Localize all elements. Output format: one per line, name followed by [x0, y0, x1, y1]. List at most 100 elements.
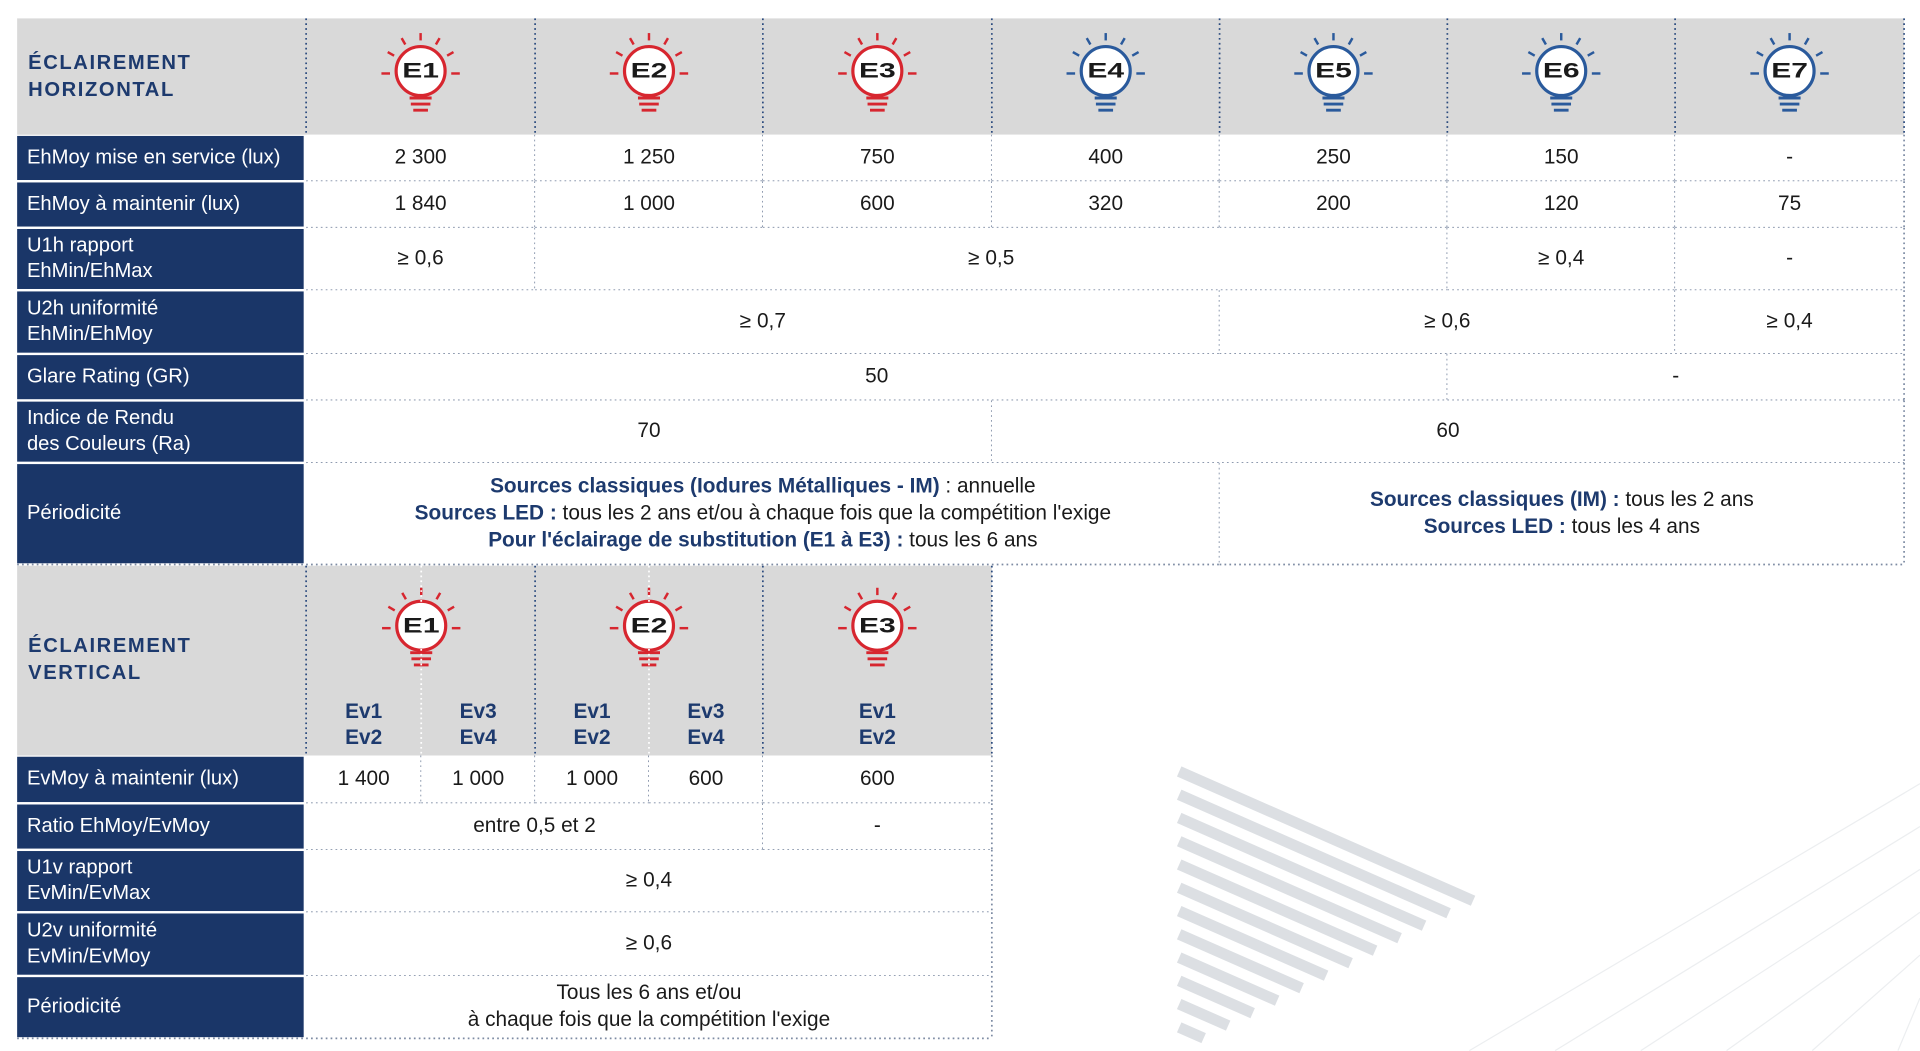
cell-bg — [306, 400, 992, 463]
lamp-ray — [447, 605, 455, 612]
grid-deco — [1726, 911, 1920, 1051]
lamp-ray — [628, 592, 635, 600]
sub-header: Ev3 — [687, 700, 724, 723]
stripe — [1176, 766, 1476, 906]
sub-header: Ev1 — [345, 700, 382, 723]
cell-bg — [306, 975, 992, 1039]
lamp-glass — [1535, 44, 1588, 98]
cell-bg — [306, 462, 1220, 565]
row-label: EhMoy mise en service (lux) — [27, 146, 281, 168]
lamp-ray — [663, 592, 670, 600]
cell-value: 120 — [1544, 192, 1579, 215]
lamp-ray — [387, 605, 396, 612]
cell-value: 2 300 — [395, 145, 447, 168]
lamp-glass — [851, 599, 904, 652]
lamp-base — [866, 96, 889, 112]
cell-bold: Sources classiques (Iodures Métalliques … — [490, 474, 940, 497]
lamp-base — [1550, 96, 1573, 112]
cell-bg — [991, 181, 1220, 228]
cell-value: ≥ 0,4 — [1767, 310, 1813, 333]
cell-bg — [306, 849, 992, 913]
cell-value: 75 — [1778, 192, 1801, 215]
lamp-ray — [1803, 37, 1810, 46]
cell-bg — [306, 181, 536, 228]
cell-bg — [648, 755, 763, 804]
cell-value: Sources LED : tous les 2 ans et/ou à cha… — [415, 501, 1111, 524]
lamp-label: E2 — [631, 60, 668, 83]
cell-bg — [1219, 290, 1676, 354]
header-bg — [17, 565, 992, 756]
cell-value: 1 840 — [395, 192, 447, 215]
lamp-ray — [1587, 50, 1595, 57]
lamp-ray — [843, 50, 852, 57]
stripe — [1176, 975, 1255, 1019]
stripe — [1176, 1022, 1206, 1044]
grid-deco — [1897, 997, 1920, 1051]
lamp-ray — [1085, 37, 1092, 46]
lamp-ray — [1769, 37, 1776, 46]
row-label: des Couleurs (Ra) — [27, 433, 191, 455]
cell-value: Sources classiques (Iodures Métalliques … — [490, 474, 1036, 497]
lamp-label: E6 — [1543, 60, 1580, 83]
cell-value: 70 — [637, 419, 660, 442]
cell-value: Sources classiques (IM) : tous les 2 ans — [1370, 488, 1754, 511]
cell-value: 600 — [860, 192, 895, 215]
lamp-ray — [1575, 37, 1582, 46]
cell-value: - — [1672, 365, 1679, 388]
row-label-bg — [17, 804, 304, 849]
row-label: EvMin/EvMax — [27, 882, 150, 904]
cell-value: 250 — [1316, 145, 1351, 168]
cell-bg — [306, 755, 422, 804]
cell-bg — [1447, 227, 1676, 291]
lamp-ray — [401, 592, 407, 600]
sub-header: Ev1 — [574, 700, 611, 723]
lamp-icon: E2 — [609, 33, 689, 112]
lamp-ray — [1347, 37, 1354, 46]
cell-bg — [1675, 290, 1905, 354]
cell-value: ≥ 0,6 — [626, 932, 672, 955]
cell-value: - — [874, 814, 881, 837]
row-label: Périodicité — [27, 502, 121, 524]
section-title: ÉCLAIREMENT — [28, 634, 191, 657]
lamp-ray — [628, 37, 635, 46]
lamp-base — [637, 96, 660, 112]
cell-bg — [1219, 181, 1448, 228]
cell-bg — [421, 755, 536, 804]
cell-value: ≥ 0,6 — [1424, 310, 1470, 333]
stripe — [1176, 882, 1353, 969]
cell-bg — [1675, 134, 1905, 182]
lamp-ray — [1299, 50, 1308, 57]
row-label-bg — [17, 355, 304, 400]
row-label: Glare Rating (GR) — [27, 365, 190, 387]
cell-bg — [762, 803, 992, 850]
section-title: VERTICAL — [28, 662, 142, 684]
lamp-icon: E3 — [838, 587, 917, 667]
cell-bg — [1447, 353, 1905, 401]
lamp-glass — [851, 44, 904, 98]
cell-value: ≥ 0,5 — [968, 246, 1014, 269]
cell-bg — [306, 353, 1448, 401]
grid-deco — [1554, 826, 1920, 1051]
lamp-ray — [857, 592, 864, 600]
lamp-label: E4 — [1087, 60, 1124, 83]
lamp-ray — [1541, 37, 1547, 46]
lamp-ray — [387, 50, 395, 57]
lamp-ray — [1815, 50, 1824, 57]
cell-value: à chaque fois que la compétition l'exige — [468, 1008, 830, 1031]
lamp-ray — [1756, 50, 1764, 57]
row-label-bg — [17, 228, 304, 289]
cell-bg — [1219, 134, 1448, 182]
cell-value: 1 000 — [452, 767, 504, 790]
cell-value: ≥ 0,4 — [1538, 246, 1584, 269]
decoration — [1176, 766, 1920, 1051]
lamp-ray — [663, 37, 670, 46]
cell-value: 600 — [860, 767, 895, 790]
lamp-ray — [400, 37, 407, 46]
cell-value: entre 0,5 et 2 — [473, 814, 596, 837]
lamp-ray — [1072, 50, 1080, 57]
lamp-ray — [1527, 50, 1536, 57]
cell-value: Tous les 6 ans et/ou — [556, 981, 741, 1004]
section-title: ÉCLAIREMENT — [28, 51, 191, 74]
row-label: U2h uniformité — [27, 298, 158, 320]
